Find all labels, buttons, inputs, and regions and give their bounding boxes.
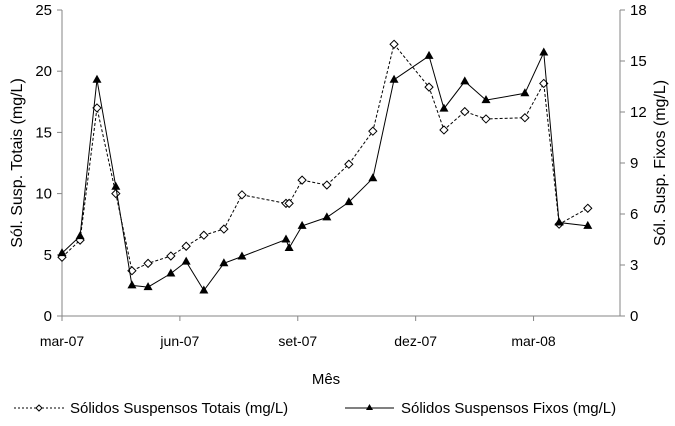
- legend: Sólidos Suspensos Totais (mg/L) Sólidos …: [14, 400, 616, 417]
- y-tick-label-left: 20: [35, 63, 52, 80]
- data-point-triangle: [111, 181, 121, 190]
- data-point-diamond: [111, 188, 121, 199]
- data-point-triangle: [481, 95, 491, 104]
- data-point-diamond: [389, 39, 399, 49]
- x-tick-label: jun-07: [159, 333, 199, 349]
- data-point-triangle: [389, 74, 399, 83]
- data-point-diamond: [181, 241, 191, 251]
- data-point-triangle: [219, 258, 229, 267]
- y-tick-label-right: 3: [630, 257, 638, 274]
- data-point-triangle: [75, 231, 85, 240]
- data-point-diamond: [297, 175, 307, 185]
- x-tick-label: set-07: [278, 333, 317, 349]
- y-axis-label-left: Sól. Susp. Totais (mg/L): [9, 78, 26, 248]
- y-axis-label-right: Sól. Susp. Fixos (mg/L): [652, 80, 669, 246]
- data-point-triangle: [460, 76, 470, 85]
- data-point-triangle: [368, 173, 378, 182]
- series-line-0: [61, 43, 589, 272]
- data-point-triangle: [237, 251, 247, 260]
- data-point-diamond: [424, 82, 434, 92]
- y-tick-label-left: 5: [44, 247, 52, 264]
- data-point-triangle: [127, 280, 137, 289]
- data-point-diamond: [481, 114, 491, 124]
- data-point-diamond: [583, 203, 593, 213]
- y-tick-label-right: 6: [630, 206, 638, 223]
- data-point-triangle: [284, 243, 294, 251]
- data-point-triangle: [57, 248, 67, 257]
- data-point-diamond: [368, 126, 378, 136]
- data-point-triangle: [322, 212, 332, 221]
- y-tick-label-right: 18: [630, 2, 647, 19]
- y-tick-label-right: 0: [630, 308, 638, 325]
- legend-label-fixos: Sólidos Suspensos Fixos (mg/L): [401, 400, 616, 417]
- legend-label-totais: Sólidos Suspensos Totais (mg/L): [70, 400, 288, 417]
- data-point-diamond: [237, 190, 247, 200]
- y-tick-label-right: 12: [630, 104, 647, 121]
- data-point-triangle: [92, 74, 102, 83]
- axes: 0 5 10 15 20 25 0 3 6 9 12 15 18 mar-07 jun-07 set-07 de…: [35, 2, 646, 349]
- x-axis-label: Mês: [312, 371, 340, 388]
- data-point-diamond: [219, 224, 229, 234]
- data-point-triangle: [439, 103, 449, 112]
- data-point-triangle: [520, 88, 530, 97]
- data-point-triangle: [539, 47, 549, 56]
- data-point-diamond: [199, 230, 209, 240]
- data-point-triangle: [181, 256, 191, 265]
- data-point-diamond: [166, 251, 176, 261]
- data-point-triangle: [166, 268, 176, 277]
- x-tick-label: dez-07: [394, 333, 437, 349]
- data-point-diamond: [322, 180, 332, 190]
- series-layer: [57, 39, 593, 294]
- data-point-triangle: [583, 220, 593, 229]
- data-point-diamond: [344, 159, 354, 169]
- y-tick-label-right: 15: [630, 53, 647, 70]
- legend-triangle-icon: [366, 404, 373, 410]
- data-point-diamond: [439, 125, 449, 135]
- data-point-diamond: [520, 113, 530, 123]
- data-point-triangle: [554, 217, 564, 226]
- y-tick-label-right: 9: [630, 155, 638, 172]
- data-point-diamond: [284, 198, 294, 209]
- y-tick-label-left: 15: [35, 124, 52, 141]
- data-point-diamond: [143, 258, 153, 269]
- x-tick-label: mar-07: [40, 333, 85, 349]
- y-tick-label-left: 0: [44, 308, 52, 325]
- data-point-triangle: [143, 282, 153, 291]
- data-point-triangle: [424, 50, 434, 59]
- data-point-triangle: [297, 220, 307, 229]
- y-tick-label-left: 10: [35, 186, 52, 203]
- data-point-triangle: [281, 234, 291, 243]
- data-point-diamond: [460, 106, 470, 117]
- legend-diamond-icon: [35, 404, 43, 412]
- y-tick-label-left: 25: [35, 2, 52, 19]
- data-point-triangle: [199, 285, 209, 294]
- data-point-triangle: [344, 197, 354, 206]
- x-tick-label: mar-08: [511, 333, 556, 349]
- series-line-1: [61, 50, 588, 292]
